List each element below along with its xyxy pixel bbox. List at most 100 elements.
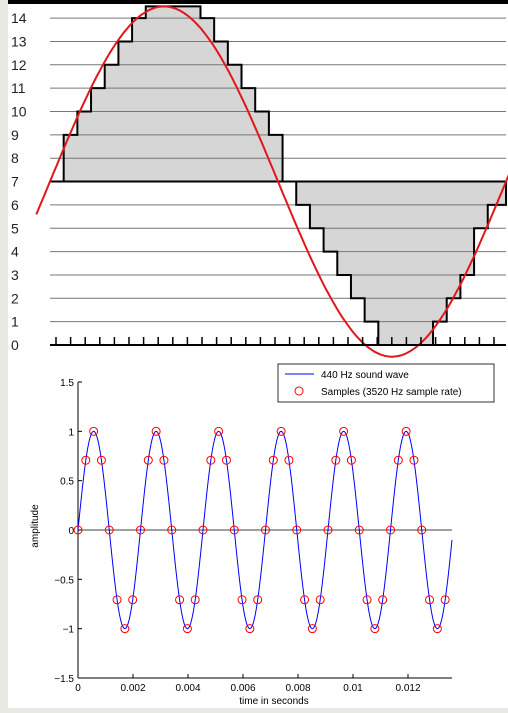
sample-marker [104,525,114,535]
sample-markers [73,426,450,634]
sample-marker [284,455,294,465]
sample-marker [409,455,419,465]
sample-marker [89,426,99,436]
analog-curve [35,5,508,358]
sample-marker [237,595,247,605]
legend-label-wave: 440 Hz sound wave [321,370,409,381]
quantization-chart-panel: 0 1 2 3 4 5 6 7 8 9 10 11 12 13 14 [8,4,508,360]
y-tick-label: 1 [68,427,74,438]
sample-marker [81,455,91,465]
sample-marker [253,595,263,605]
sample-marker [378,595,388,605]
sine-wave [77,430,453,630]
sample-marker [198,525,208,535]
sample-marker [307,624,317,634]
sample-marker [386,525,395,535]
sample-marker [393,455,403,465]
level-tick-label: 9 [11,127,19,143]
sample-marker [190,595,200,605]
sample-marker [362,595,372,605]
sine-wave-line [77,430,453,630]
sample-axis [50,337,506,346]
sample-marker [261,525,270,535]
quantized-area [50,6,506,346]
level-tick-label: 14 [11,10,27,26]
x-tick-label: 0.008 [285,683,310,694]
level-tick-label: 4 [11,244,19,260]
x-tick-label: 0.006 [230,683,255,694]
sample-marker [143,455,153,465]
sample-marker [425,595,435,605]
sample-marker [370,624,380,634]
sample-marker [206,455,216,465]
level-tick-label: 3 [11,267,19,283]
legend-box [277,363,495,403]
sample-marker [323,525,333,535]
y-axis-label: amplitude [30,504,41,548]
top-border [0,0,508,4]
sample-marker [268,455,278,465]
legend: 440 Hz sound wave Samples (3520 Hz sampl… [277,363,495,403]
sample-marker [315,595,325,605]
sample-marker [167,525,177,535]
x-tick-label: 0.004 [175,683,200,694]
sample-marker [276,426,286,436]
y-tick-label: 0 [68,526,74,537]
y-tick-label: −1.5 [54,674,74,685]
sample-marker [175,595,185,605]
sample-marker [112,595,122,605]
sample-marker [440,595,450,605]
x-tick-labels: 0 0.002 0.004 0.006 0.008 0.01 0.012 [75,674,421,694]
sample-marker [331,455,341,465]
analog-signal-curve [35,5,508,358]
legend-marker-swatch [294,386,304,396]
x-tick-label: 0.002 [120,683,145,694]
sample-marker [182,624,192,634]
y-tick-label: 0.5 [60,477,74,488]
sample-marker [339,426,349,436]
sample-marker [300,595,310,605]
sample-marker [346,455,356,465]
sampling-chart: −1.5 −1 −0.5 0 0.5 1 1.5 0 0.002 0.004 0.006 0.008… [30,363,495,707]
level-tick-label: 2 [11,290,19,306]
sample-marker [401,426,411,436]
level-tick-label: 10 [11,104,27,120]
sample-marker [159,455,169,465]
quantized-fill [50,6,506,346]
x-tick-label: 0.012 [395,683,420,694]
sample-marker [96,455,106,465]
x-axis-label: time in seconds [239,696,308,707]
sample-marker [245,624,255,634]
level-tick-label: 5 [11,220,19,236]
sample-marker [229,525,239,535]
y-tick-labels: −1.5 −1 −0.5 0 0.5 1 1.5 [54,378,82,685]
level-tick-label: 1 [11,314,19,330]
sample-marker [417,525,427,535]
y-tick-label: 1.5 [60,378,74,389]
y-tick-label: −1 [63,625,75,636]
sample-marker [73,525,83,535]
level-tick-label: 12 [11,57,27,73]
level-tick-label: 11 [11,80,26,96]
sample-marker [214,426,224,436]
sample-marker [221,455,231,465]
x-tick-label: 0.01 [343,683,363,694]
sample-marker [292,525,302,535]
level-tick-label: 7 [11,174,19,190]
sample-marker [354,525,364,535]
level-tick-label: 13 [11,33,27,49]
x-tick-label: 0 [75,683,81,694]
sample-marker [128,595,138,605]
sample-marker [432,624,442,634]
y-tick-label: −0.5 [54,575,74,586]
level-tick-label: 8 [11,150,19,166]
sample-marker [120,624,130,634]
sample-marker [151,426,161,436]
level-tick-label: 0 [11,337,19,353]
level-tick-label: 6 [11,197,19,213]
sampling-chart-panel: −1.5 −1 −0.5 0 0.5 1 1.5 0 0.002 0.004 0.006 0.008… [8,360,508,708]
sample-marker [136,525,145,535]
left-margin [0,0,8,708]
